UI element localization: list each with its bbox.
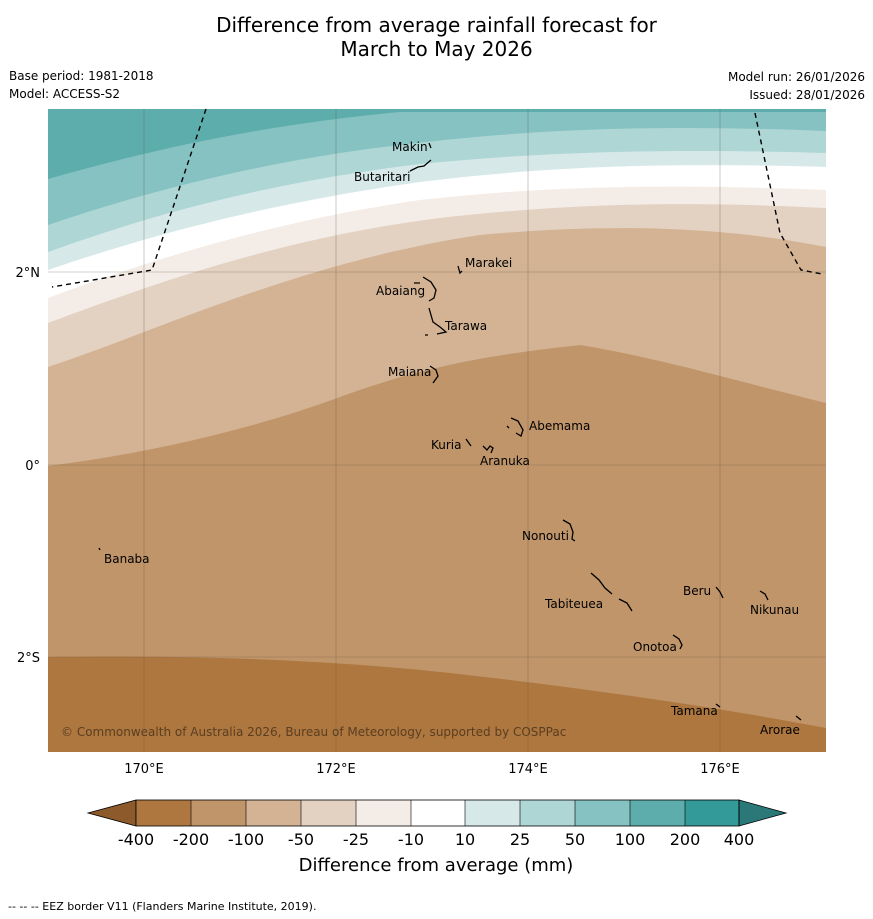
- islands: [98, 142, 802, 721]
- label-abemama: Abemama: [529, 419, 590, 433]
- colorbar-swatch-6: [411, 800, 465, 826]
- colorbar-label: 200: [670, 830, 701, 849]
- label-abaiang: Abaiang: [376, 284, 425, 298]
- map-title-line2: March to May 2026: [340, 37, 533, 61]
- model-name: Model: ACCESS-S2: [9, 87, 121, 101]
- label-kuria: Kuria: [431, 438, 462, 452]
- colorbar-title: Difference from average (mm): [299, 855, 574, 876]
- band-minus100-minus200: [48, 345, 826, 752]
- eez-footnote: -- -- -- EEZ border V11 (Flanders Marine…: [8, 900, 317, 913]
- colorbar-label: -50: [288, 830, 314, 849]
- place-labels: Makin Butaritari Marakei Abaiang Tarawa …: [104, 140, 800, 737]
- colorbar-label: 25: [510, 830, 530, 849]
- copyright-notice: © Commonwealth of Australia 2026, Bureau…: [61, 725, 566, 739]
- colorbar-label: -10: [398, 830, 424, 849]
- colorbar-label: -200: [173, 830, 209, 849]
- colorbar-swatch-5: [356, 800, 411, 826]
- island-abaiang: [414, 276, 437, 302]
- island-tamana: [715, 703, 721, 708]
- island-kuria: [465, 438, 472, 447]
- colorbar-label: 10: [455, 830, 475, 849]
- label-beru: Beru: [683, 584, 711, 598]
- island-beru: [715, 586, 724, 599]
- colorbar-swatch-2: [191, 800, 246, 826]
- island-makin: [428, 142, 432, 149]
- axis-labels: 2°N 0° 2°S 170°E 172°E 174°E 176°E: [16, 266, 740, 777]
- label-tabiteuea: Tabiteuea: [544, 597, 603, 611]
- label-marakei: Marakei: [465, 256, 512, 270]
- island-tarawa: [425, 307, 448, 336]
- colorbar-swatch-7: [465, 800, 520, 826]
- colorbar-swatch-1: [136, 800, 191, 826]
- lat-label-0: 0°: [25, 459, 40, 474]
- label-tamana: Tamana: [670, 704, 718, 718]
- anomaly-field: [48, 109, 826, 752]
- colorbar-label: -100: [228, 830, 264, 849]
- colorbar-swatch-10: [630, 800, 685, 826]
- island-banaba: [98, 547, 101, 551]
- island-aranuka: [482, 445, 494, 454]
- island-nikunau: [759, 590, 769, 601]
- base-period: Base period: 1981-2018: [9, 69, 154, 83]
- lon-label-170e: 170°E: [124, 762, 164, 777]
- eez-border: [51, 108, 823, 288]
- lon-label-172e: 172°E: [316, 762, 356, 777]
- colorbar-swatch-11: [685, 800, 739, 826]
- lon-label-174e: 174°E: [508, 762, 548, 777]
- label-tarawa: Tarawa: [444, 319, 487, 333]
- colorbar-label: -25: [343, 830, 369, 849]
- island-nonouti: [562, 519, 576, 542]
- model-run-date: Model run: 26/01/2026: [727, 70, 865, 84]
- colorbar-extend-high: [738, 799, 788, 827]
- colorbar-swatch-4: [301, 800, 356, 826]
- colorbar-swatch-9: [575, 800, 630, 826]
- issued-date: Issued: 28/01/2026: [749, 88, 865, 102]
- label-nikunau: Nikunau: [750, 603, 799, 617]
- band-minus200-minus400: [48, 656, 826, 752]
- island-abemama: [506, 417, 524, 437]
- label-onotoa: Onotoa: [633, 640, 677, 654]
- colorbar-swatch-8: [520, 800, 575, 826]
- island-marakei: [457, 265, 463, 275]
- island-tabiteuea: [590, 572, 633, 612]
- colorbar: -400 -200 -100 -50 -25 -10 10 25 50 100 …: [86, 799, 788, 876]
- label-banaba: Banaba: [104, 552, 150, 566]
- label-aranuka: Aranuka: [480, 454, 530, 468]
- label-butaritari: Butaritari: [354, 170, 411, 184]
- colorbar-swatch-3: [246, 800, 301, 826]
- graticule: [48, 109, 826, 752]
- colorbar-label: 400: [724, 830, 755, 849]
- lon-label-176e: 176°E: [700, 762, 740, 777]
- island-butaritari: [409, 159, 432, 172]
- map-title-line1: Difference from average rainfall forecas…: [216, 13, 657, 37]
- label-arorae: Arorae: [760, 723, 800, 737]
- colorbar-label: 100: [615, 830, 646, 849]
- island-maiana: [429, 365, 439, 384]
- colorbar-extend-low: [86, 799, 137, 827]
- lat-label-2s: 2°S: [17, 651, 40, 666]
- label-nonouti: Nonouti: [522, 529, 569, 543]
- island-onotoa: [672, 634, 683, 650]
- label-maiana: Maiana: [388, 365, 431, 379]
- colorbar-label: -400: [118, 830, 154, 849]
- island-arorae: [795, 715, 802, 721]
- label-makin: Makin: [392, 140, 428, 154]
- colorbar-label: 50: [565, 830, 585, 849]
- lat-label-2n: 2°N: [16, 266, 41, 281]
